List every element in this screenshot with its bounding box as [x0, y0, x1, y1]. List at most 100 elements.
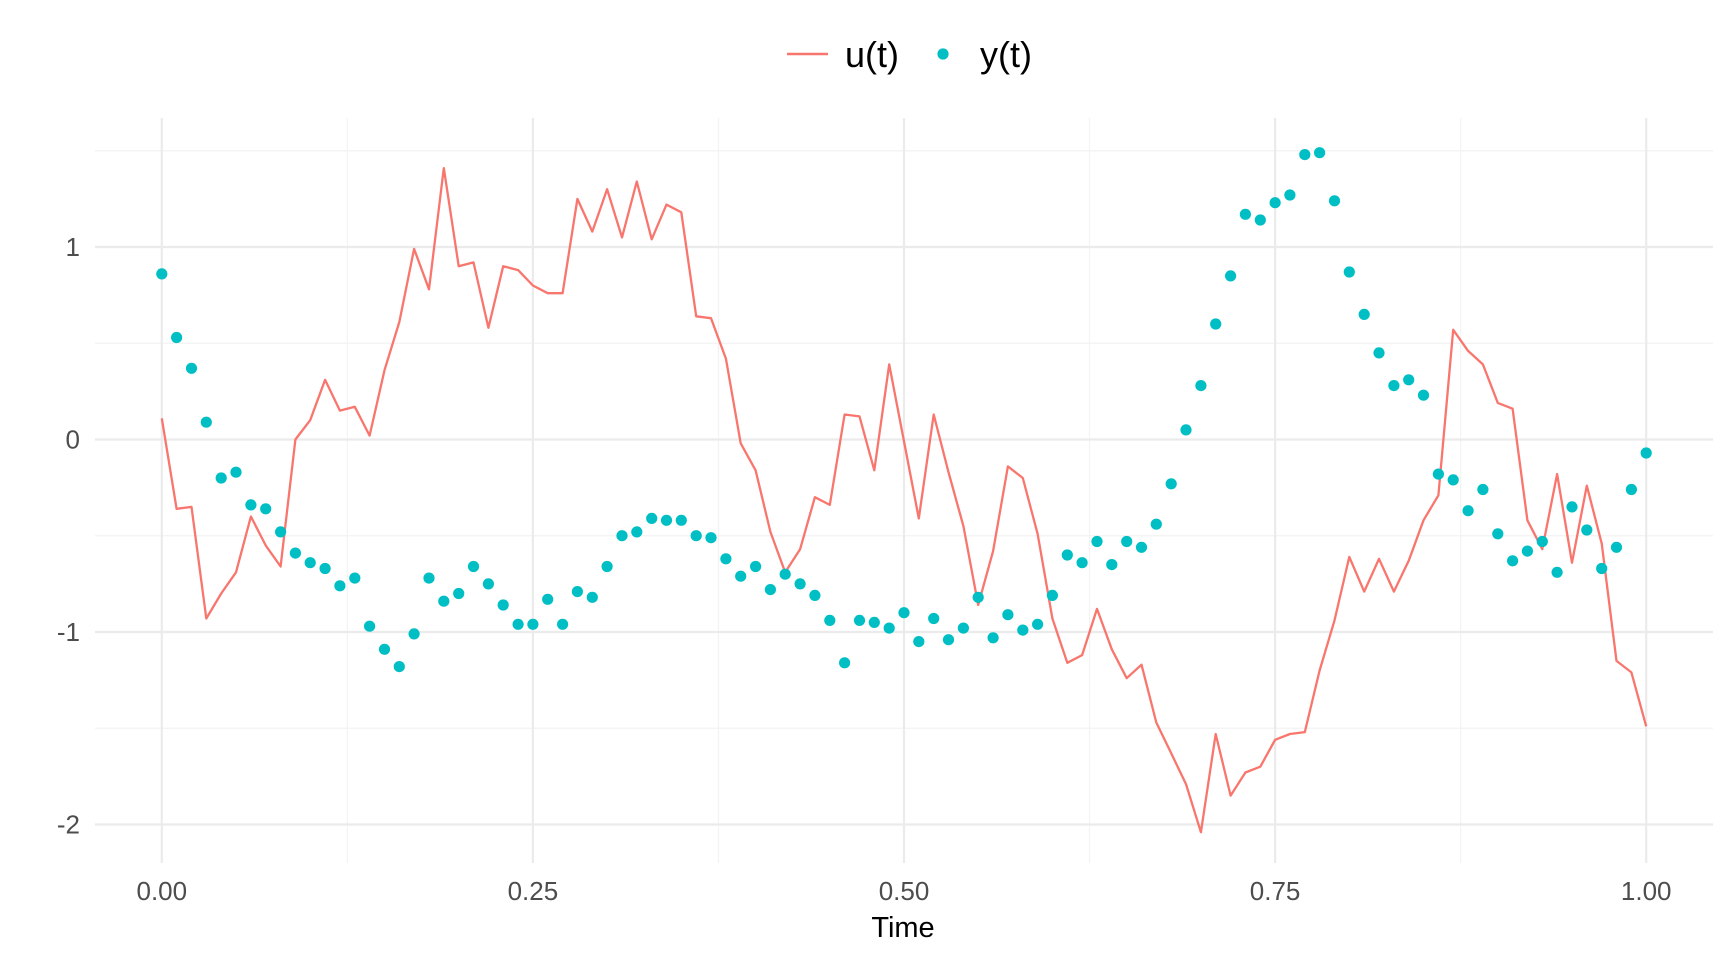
y-point — [156, 268, 168, 280]
y-point — [794, 578, 806, 590]
x-tick-label: 0.00 — [136, 876, 187, 906]
y-point — [512, 618, 524, 630]
y-point — [1403, 374, 1415, 386]
y-point — [1225, 270, 1237, 282]
y-axis: -2 -1 0 1 — [57, 232, 80, 840]
y-point — [720, 553, 732, 565]
y-point — [393, 661, 405, 673]
y-point — [497, 599, 509, 611]
y-point — [1032, 618, 1044, 630]
y-point — [824, 614, 836, 627]
y-point — [230, 466, 242, 478]
y-point — [1239, 208, 1251, 220]
x-tick-label: 1.00 — [1621, 876, 1672, 906]
y-point — [853, 614, 866, 627]
y-point — [1254, 214, 1266, 226]
y-point — [868, 616, 880, 629]
y-point — [1180, 424, 1192, 436]
legend-label-u: u(t) — [845, 34, 899, 75]
x-axis: 0.00 0.25 0.50 0.75 1.00 — [136, 876, 1671, 906]
y-point — [972, 591, 984, 603]
y-point — [957, 622, 970, 634]
y-point — [928, 612, 940, 625]
y-point — [1610, 541, 1623, 553]
y-point — [1165, 478, 1177, 490]
y-point — [542, 593, 554, 605]
y-point — [349, 572, 361, 584]
y-point — [304, 557, 316, 569]
y-point — [586, 591, 598, 603]
y-point — [275, 526, 287, 538]
x-axis-title: Time — [871, 912, 934, 944]
y-point — [1046, 589, 1058, 602]
y-point — [616, 530, 628, 542]
y-point — [690, 530, 702, 542]
y-point — [1507, 555, 1519, 567]
y-point — [482, 578, 494, 590]
legend-label-y: y(t) — [980, 34, 1032, 75]
y-point — [378, 643, 391, 655]
legend-key-y-point — [937, 48, 949, 60]
y-tick-label: -2 — [57, 809, 80, 839]
y-point — [171, 331, 183, 344]
y-point — [1135, 541, 1148, 553]
y-point — [423, 572, 435, 584]
y-point — [1328, 195, 1341, 207]
y-point — [1492, 528, 1504, 540]
y-point — [1596, 562, 1608, 575]
y-point — [1076, 557, 1088, 569]
y-point — [1566, 501, 1578, 513]
y-point — [557, 618, 569, 630]
y-point — [260, 503, 272, 515]
y-point — [1343, 266, 1355, 278]
y-point — [601, 560, 613, 573]
y-point — [1269, 197, 1281, 209]
y-point — [1210, 318, 1222, 330]
y-point — [883, 622, 895, 634]
y-tick-label: 1 — [66, 232, 80, 262]
x-tick-label: 0.25 — [508, 876, 559, 906]
grid — [95, 118, 1713, 863]
y-point — [1061, 549, 1073, 561]
y-tick-label: 0 — [66, 424, 80, 454]
y-point — [1017, 624, 1029, 636]
u-line — [160, 166, 1648, 834]
y-point — [1121, 535, 1133, 548]
y-point — [750, 560, 762, 573]
y-point — [942, 634, 955, 646]
y-point — [1284, 189, 1296, 201]
y-point — [334, 580, 346, 592]
y-point — [1462, 505, 1474, 517]
y-point — [1432, 468, 1444, 480]
y-point — [1299, 149, 1311, 161]
y-point — [1477, 483, 1489, 496]
y-point — [453, 587, 465, 600]
y-point — [631, 526, 643, 538]
y-point — [245, 499, 257, 511]
y-point — [408, 628, 420, 640]
y-point — [1358, 308, 1370, 320]
x-tick-label: 0.75 — [1250, 876, 1301, 906]
y-point — [571, 586, 584, 598]
y-point — [646, 512, 658, 525]
y-point — [1521, 545, 1533, 557]
y-point — [364, 620, 376, 632]
series-y — [156, 147, 1652, 673]
y-point — [1625, 483, 1637, 496]
legend: u(t) y(t) — [787, 34, 1032, 75]
x-tick-label: 0.50 — [879, 876, 930, 906]
y-point — [1195, 380, 1207, 392]
y-point — [1091, 535, 1103, 548]
y-point — [1536, 535, 1548, 548]
y-point — [779, 568, 791, 580]
y-point — [1002, 609, 1014, 621]
y-point — [705, 532, 717, 544]
y-point — [839, 657, 851, 669]
y-point — [987, 632, 999, 644]
y-point — [527, 618, 539, 630]
y-point — [319, 562, 331, 575]
y-point — [675, 514, 687, 526]
y-point — [809, 589, 821, 602]
y-point — [1373, 347, 1385, 359]
